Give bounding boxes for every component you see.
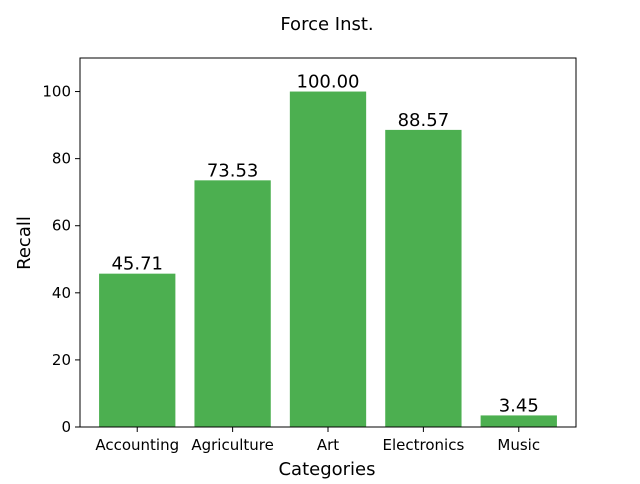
y-axis-label: Recall — [14, 216, 35, 270]
x-axis: Accounting Agriculture Art Electronics Music — [95, 427, 540, 454]
x-axis-label: Categories — [278, 459, 375, 480]
bar-value-label: 45.71 — [111, 254, 163, 275]
x-tick-label: Music — [497, 436, 540, 454]
y-tick-label: 60 — [52, 217, 71, 235]
chart-title: Force Inst. — [280, 14, 373, 35]
bar-value-label: 73.53 — [207, 160, 259, 181]
bars-layer: 45.71 73.53 100.00 88.57 3.45 — [99, 72, 557, 427]
x-tick-label: Accounting — [95, 436, 179, 454]
plot-frame — [79, 57, 577, 428]
bar-music — [480, 415, 557, 427]
bar-value-label: 88.57 — [398, 110, 450, 131]
y-tick-label: 80 — [52, 150, 71, 168]
y-axis: 0 20 40 60 80 100 — [42, 83, 80, 436]
x-tick-label: Agriculture — [191, 436, 274, 454]
x-tick-label: Electronics — [383, 436, 465, 454]
bar-value-label: 100.00 — [297, 72, 360, 93]
bar-accounting — [99, 273, 176, 427]
y-tick-label: 40 — [52, 284, 71, 302]
x-tick-label: Art — [317, 436, 339, 454]
bar-electronics — [385, 129, 462, 427]
y-tick-label: 0 — [61, 418, 71, 436]
bar-agriculture — [194, 180, 271, 427]
y-tick-label: 20 — [52, 351, 71, 369]
bar-value-label: 3.45 — [499, 395, 539, 416]
bar-art — [289, 91, 367, 427]
y-tick-label: 100 — [42, 83, 71, 101]
